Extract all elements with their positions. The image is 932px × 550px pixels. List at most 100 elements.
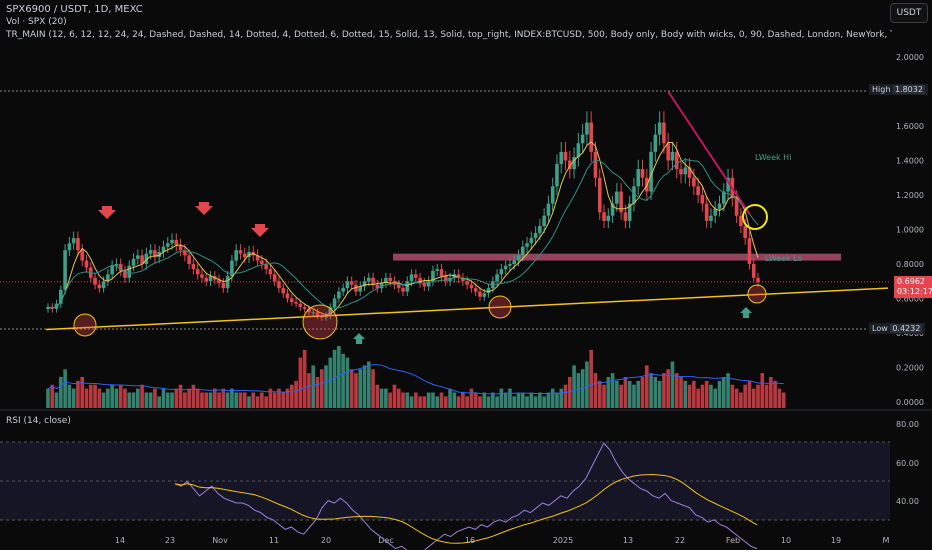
candle-body xyxy=(653,134,658,152)
candle-body xyxy=(366,277,371,282)
time-tick-label: 14 xyxy=(115,536,125,545)
volume-bar xyxy=(63,369,67,408)
candle-body xyxy=(713,208,718,216)
volume-bar xyxy=(204,392,209,408)
time-tick-label: 19 xyxy=(831,536,841,545)
candle-body xyxy=(136,255,140,259)
candle-body xyxy=(388,277,392,282)
volume-bar xyxy=(452,392,457,408)
candle-body xyxy=(307,308,311,313)
time-tick-label: 2025 xyxy=(553,536,573,545)
volume-bar xyxy=(683,380,688,408)
volume-bar xyxy=(426,392,431,408)
volume-bar xyxy=(773,380,777,408)
volume-bar xyxy=(341,353,345,408)
candle-body xyxy=(345,281,350,289)
candle-body xyxy=(602,212,606,221)
volume-bar xyxy=(777,388,782,408)
volume-bar xyxy=(97,388,102,408)
volume-bar xyxy=(84,388,89,408)
candle-body xyxy=(632,186,636,204)
volume-bar xyxy=(644,365,649,408)
volume-bar xyxy=(268,388,273,408)
price-tick-label: 1.4000 xyxy=(896,157,924,166)
candle-body xyxy=(84,260,89,268)
candle-body xyxy=(118,264,123,271)
current-price-tag: 0.6962 03:12:17 xyxy=(894,276,932,298)
lweek-lo-label: LWeek Lo xyxy=(765,254,803,263)
sell-arrow-icon xyxy=(195,202,213,215)
volume-bar xyxy=(636,380,641,408)
candle-body xyxy=(538,226,542,233)
volume-bar xyxy=(123,388,127,408)
volume-bar xyxy=(679,377,683,408)
rsi-ma-line xyxy=(174,474,758,544)
volume-bar xyxy=(106,388,110,408)
volume-bar xyxy=(580,369,585,408)
target-circle xyxy=(742,204,768,230)
volume-bar xyxy=(345,357,350,408)
touch-point-circle xyxy=(488,295,512,319)
volume-bar xyxy=(375,384,380,408)
volume-bar xyxy=(396,388,401,408)
volume-bar xyxy=(354,373,358,408)
volume-bar xyxy=(563,384,568,408)
candle-body xyxy=(379,282,384,289)
candle-body xyxy=(662,122,666,144)
volume-bar xyxy=(230,388,234,408)
volume-bar xyxy=(366,361,371,408)
volume-bar xyxy=(550,388,555,408)
high-label: High xyxy=(872,85,891,94)
volume-bar xyxy=(721,377,726,408)
candle-body xyxy=(148,250,153,254)
candle-body xyxy=(563,151,568,161)
candle-body xyxy=(405,281,410,292)
volume-bar xyxy=(473,392,478,408)
rsi-tick-label: 80.00 xyxy=(896,420,919,429)
volume-bar xyxy=(734,388,739,408)
volume-bar xyxy=(542,396,546,408)
volume-bar xyxy=(170,392,174,408)
volume-bar xyxy=(349,369,354,408)
candle-body xyxy=(200,274,204,278)
candle-body xyxy=(144,253,149,264)
candle-body xyxy=(183,250,187,256)
lweek-hi-label: LWeek Hi xyxy=(755,153,792,162)
candle-body xyxy=(401,288,405,292)
resistance-trendline xyxy=(667,90,751,215)
candle-body xyxy=(260,260,264,264)
volume-bar xyxy=(50,384,55,408)
volume-bar xyxy=(589,349,593,408)
candle-body xyxy=(516,255,521,261)
candle-body xyxy=(623,212,628,221)
candle-body xyxy=(627,203,632,221)
candle-body xyxy=(473,288,478,292)
price-tick-label: 1.0000 xyxy=(896,226,924,235)
volume-bar xyxy=(324,365,328,408)
volume-bar xyxy=(448,388,452,408)
volume-bar xyxy=(217,392,221,408)
candle-body xyxy=(67,243,72,251)
candle-body xyxy=(277,281,281,289)
candle-body xyxy=(478,291,482,297)
volume-bar xyxy=(623,377,628,408)
volume-bar xyxy=(46,388,50,408)
candle-body xyxy=(426,281,431,287)
candle-body xyxy=(140,255,144,264)
candle-body xyxy=(683,167,688,175)
volume-bar xyxy=(277,388,281,408)
candle-body xyxy=(422,282,427,287)
volume-bar xyxy=(311,365,315,408)
currency-button[interactable]: USDT xyxy=(890,3,928,23)
buy-arrow-icon xyxy=(740,307,752,318)
volume-bar xyxy=(443,396,448,408)
candle-body xyxy=(499,269,504,275)
volume-bar xyxy=(165,392,170,408)
volume-bar xyxy=(435,396,440,408)
candle-body xyxy=(546,203,551,216)
candle-body xyxy=(234,250,238,261)
volume-bar xyxy=(93,384,97,408)
candle-body xyxy=(597,177,602,213)
volume-bar xyxy=(148,392,153,408)
